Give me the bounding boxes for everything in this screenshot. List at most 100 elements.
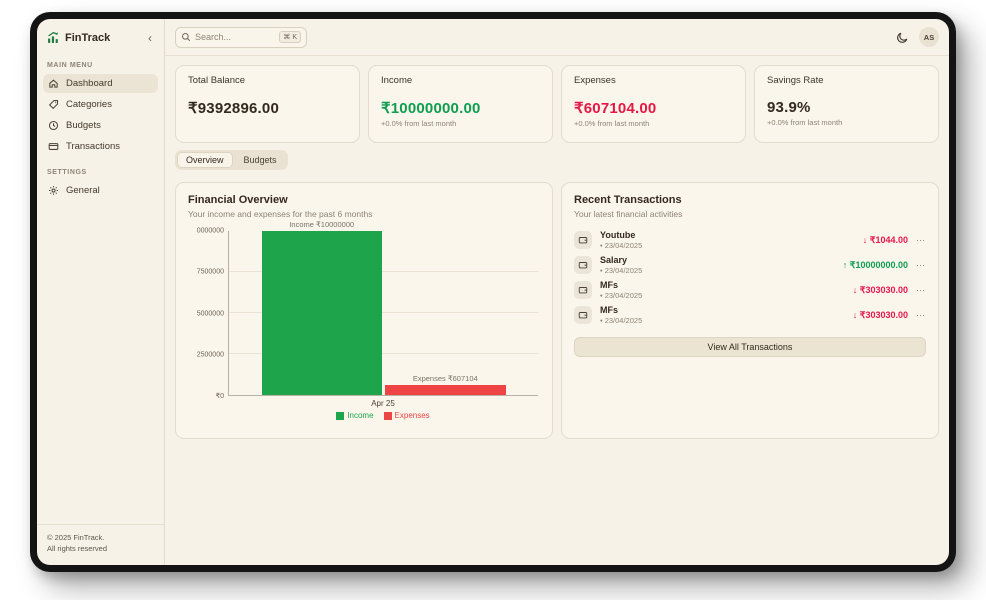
home-icon [48,78,59,89]
topbar: ⌘ K AS [165,19,949,56]
stat-value: ₹10000000.00 [381,100,481,117]
search-icon [181,32,191,42]
sidebar-item-transactions[interactable]: Transactions [43,137,158,156]
transaction-amount: ↓ ₹1044.00 [862,234,908,245]
copyright-line2: All rights reserved [47,544,108,554]
transaction-name: MFs [600,280,618,290]
stat-value: ₹607104.00 [574,100,657,117]
clock-icon [48,120,59,131]
stat-card-income: Income ₹10000000.00 +0.0% from last mont… [368,65,553,143]
chart-bars: Income ₹10000000 Expenses ₹607104 [229,220,538,395]
stat-card-savings-rate: Savings Rate 93.9% +0.0% from last month [754,65,939,143]
y-tick-label: 0000000 [196,227,224,235]
y-tick-label: ₹0 [215,393,224,400]
transaction-name: Salary [600,255,628,265]
transaction-date: • 23/04/2025 [600,316,643,325]
gridline [229,353,538,354]
wallet-icon [574,306,592,324]
sidebar-item-budgets[interactable]: Budgets [43,116,158,135]
search-input[interactable] [195,32,276,42]
panel-subtitle: Your latest financial activities [574,209,683,219]
brand-name: FinTrack [65,31,111,44]
tab-budgets[interactable]: Budgets [243,155,277,165]
transaction-row[interactable]: MFs • 23/04/2025 ↓ ₹303030.00 ⋯ [574,304,926,326]
transaction-name: MFs [600,305,618,315]
tag-icon [48,99,59,110]
y-tick-label: 7500000 [196,268,224,276]
transaction-amount: ↓ ₹303030.00 [852,309,908,320]
device-frame: FinTrack ‹ MAIN MENU Dashboard Categorie… [30,12,956,572]
transaction-name: Youtube [600,230,636,240]
sidebar-footer: © 2025 FinTrack. All rights reserved [37,523,164,565]
income-bar-column: Income ₹10000000 [261,220,382,395]
legend-swatch [336,411,345,420]
sidebar-item-label: Dashboard [66,78,113,89]
stat-subtext: +0.0% from last month [381,119,457,128]
panel-subtitle: Your income and expenses for the past 6 … [188,209,373,219]
transaction-date: • 23/04/2025 [600,291,643,300]
stat-label: Expenses [574,75,616,86]
sidebar-collapse-icon[interactable]: ‹ [148,30,152,45]
financial-overview-panel: Financial Overview Your income and expen… [175,182,553,439]
arrow-down-icon: ↓ [852,284,858,295]
transaction-row[interactable]: Youtube • 23/04/2025 ↓ ₹1044.00 ⋯ [574,229,926,251]
panel-title: Recent Transactions [574,194,682,206]
stat-label: Savings Rate [767,75,824,86]
chart-legend: Income Expenses [228,411,538,420]
credit-card-icon [48,141,59,152]
brand-logo-chart-icon [47,31,60,44]
expenses-bar[interactable] [385,385,506,395]
row-menu-icon[interactable]: ⋯ [916,309,926,320]
gridline [229,271,538,272]
transaction-date: • 23/04/2025 [600,241,643,250]
transaction-row[interactable]: Salary • 23/04/2025 ↑ ₹10000000.00 ⋯ [574,254,926,276]
topbar-right: AS [896,27,939,47]
wallet-icon [574,231,592,249]
stat-card-total-balance: Total Balance ₹9392896.00 [175,65,360,143]
sidebar-item-label: Transactions [66,141,121,152]
theme-toggle-button[interactable] [896,31,909,44]
row-menu-icon[interactable]: ⋯ [916,284,926,295]
chart-plot: Income ₹10000000 Expenses ₹607104 [228,220,538,396]
avatar[interactable]: AS [919,27,939,47]
dashboard-content: Total Balance ₹9392896.00 Income ₹100000… [165,56,949,448]
arrow-down-icon: ↓ [852,309,858,320]
sidebar-item-general[interactable]: General [43,181,158,200]
transaction-text: Youtube • 23/04/2025 [600,230,642,250]
arrow-up-icon: ↑ [842,259,848,270]
transaction-text: Salary • 23/04/2025 [600,255,642,275]
stat-value: 93.9% [767,99,811,116]
stat-card-expenses: Expenses ₹607104.00 +0.0% from last mont… [561,65,746,143]
view-all-transactions-button[interactable]: View All Transactions [574,337,926,357]
transaction-date: • 23/04/2025 [600,266,643,275]
gear-icon [48,185,59,196]
income-bar[interactable] [261,231,382,395]
panels-row: Financial Overview Your income and expen… [175,182,939,439]
transaction-list: Youtube • 23/04/2025 ↓ ₹1044.00 ⋯ Salary [574,229,926,326]
sidebar-item-label: Categories [66,99,112,110]
transaction-row[interactable]: MFs • 23/04/2025 ↓ ₹303030.00 ⋯ [574,279,926,301]
stat-value: ₹9392896.00 [188,100,279,117]
fintrack-app: FinTrack ‹ MAIN MENU Dashboard Categorie… [37,19,949,565]
recent-transactions-panel: Recent Transactions Your latest financia… [561,182,939,439]
y-tick-label: 5000000 [196,310,224,317]
sidebar-item-dashboard[interactable]: Dashboard [43,74,158,93]
legend-label: Expenses [394,411,430,420]
view-tabs: Overview Budgets [175,150,288,170]
arrow-down-icon: ↓ [862,234,868,245]
search-box[interactable]: ⌘ K [175,26,307,48]
wallet-icon [574,281,592,299]
row-menu-icon[interactable]: ⋯ [916,259,926,270]
stat-label: Total Balance [188,75,246,86]
panel-title: Financial Overview [188,194,288,206]
sidebar-item-categories[interactable]: Categories [43,95,158,114]
transaction-amount: ↓ ₹303030.00 [852,284,908,295]
transaction-amount: ↑ ₹10000000.00 [842,259,908,270]
row-menu-icon[interactable]: ⋯ [916,234,926,245]
legend-swatch [383,411,392,420]
tab-overview[interactable]: Overview [177,152,233,168]
legend-label: Income [347,411,374,420]
stats-row: Total Balance ₹9392896.00 Income ₹100000… [175,65,939,143]
sidebar-item-label: General [66,185,100,196]
section-label-settings: SETTINGS [47,169,87,176]
